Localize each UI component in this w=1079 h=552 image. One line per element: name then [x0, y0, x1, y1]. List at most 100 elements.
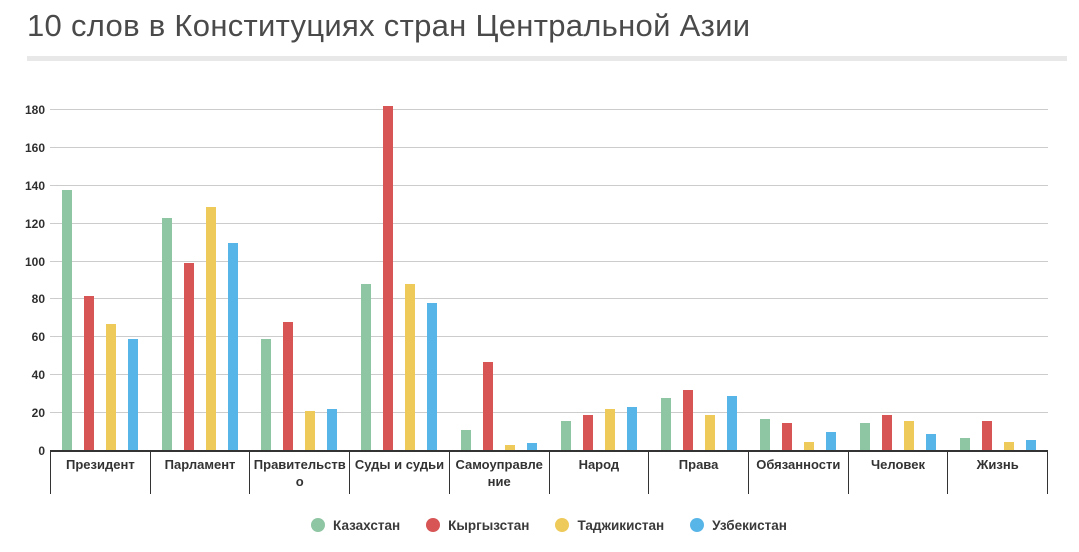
bar-Таджикистан-Самоуправление	[505, 445, 516, 451]
y-tick-label-180: 180	[24, 102, 45, 117]
bar-group-3	[250, 91, 350, 451]
bar-groups	[50, 91, 1048, 451]
gridline-20	[50, 412, 1048, 414]
bar-Таджикистан-Правительство	[305, 411, 316, 451]
bar-group-9	[848, 91, 948, 451]
title-divider	[27, 56, 1067, 61]
category-cell-1: Президент	[50, 452, 150, 494]
category-label: Человек	[871, 457, 925, 472]
legend-item-Казахстан: Казахстан	[311, 518, 400, 533]
bar-Узбекистан-Суды и судьи	[427, 303, 438, 451]
category-label: Самоуправление	[455, 457, 543, 489]
category-label: Президент	[66, 457, 135, 472]
bar-group-4	[349, 91, 449, 451]
legend-item-Кыргызстан: Кыргызстан	[426, 518, 529, 533]
legend-label: Кыргызстан	[448, 517, 530, 533]
bar-group-8	[749, 91, 849, 451]
bar-Таджикистан-Права	[704, 415, 715, 451]
category-label: Обязанности	[756, 457, 841, 472]
bar-Узбекистан-Жизнь	[1026, 440, 1037, 451]
y-axis-tick-labels: 0 20 40 60 80 100 120 140 160 180	[0, 91, 45, 458]
y-tick-label-100: 100	[24, 254, 45, 269]
bar-Узбекистан-Самоуправление	[527, 443, 538, 451]
bar-Кыргызстан-Суды и судьи	[383, 106, 394, 451]
bar-Кыргызстан-Права	[682, 390, 693, 451]
x-axis-line	[50, 450, 1048, 452]
bar-Узбекистан-Обязанности	[826, 432, 837, 451]
y-tick-label-140: 140	[24, 178, 45, 193]
bar-Узбекистан-Человек	[926, 434, 937, 451]
bar-Казахстан-Жизнь	[960, 438, 971, 451]
category-cell-10: Жизнь	[947, 452, 1047, 494]
bar-Казахстан-Парламент	[161, 218, 172, 451]
bar-Кыргызстан-Президент	[83, 296, 94, 451]
gridline-80	[50, 298, 1048, 300]
y-tick-label-80: 80	[31, 292, 45, 307]
legend-label: Казахстан	[333, 517, 401, 533]
category-label: Правительство	[253, 457, 346, 489]
plot-area	[50, 91, 1048, 452]
legend: Казахстан Кыргызстан Таджикистан Узбекистан	[50, 512, 1048, 538]
bar-Кыргызстан-Обязанности	[782, 423, 793, 451]
bar-group-7	[649, 91, 749, 451]
gridline-180	[50, 108, 1048, 110]
bar-Казахстан-Права	[660, 398, 671, 451]
bar-Кыргызстан-Парламент	[183, 263, 194, 451]
category-label: Жизнь	[976, 457, 1019, 472]
bar-Узбекистан-Президент	[127, 339, 138, 451]
bar-Кыргызстан-Народ	[582, 415, 593, 451]
legend-swatch-icon	[690, 518, 705, 532]
legend-label: Таджикистан	[577, 517, 665, 533]
legend-item-Таджикистан: Таджикистан	[555, 518, 664, 533]
category-cell-2: Парламент	[149, 452, 250, 494]
y-tick-label-0: 0	[38, 444, 45, 458]
y-tick-label-60: 60	[31, 330, 45, 345]
chart-title: 10 слов в Конституциях стран Центральной…	[27, 8, 751, 43]
bar-group-10	[948, 91, 1048, 451]
bar-Узбекистан-Правительство	[327, 409, 338, 451]
category-label: Парламент	[164, 457, 236, 472]
bar-group-5	[449, 91, 549, 451]
bar-Казахстан-Человек	[860, 423, 871, 451]
category-cell-5: Самоуправление	[448, 452, 549, 494]
bar-Кыргызстан-Самоуправление	[483, 362, 494, 451]
gridline-160	[50, 146, 1048, 148]
bar-Таджикистан-Человек	[904, 421, 915, 451]
bar-Таджикистан-Обязанности	[804, 442, 815, 451]
category-cell-6: Народ	[548, 452, 649, 494]
legend-swatch-icon	[555, 518, 570, 532]
category-cell-7: Права	[648, 452, 748, 494]
legend-item-Узбекистан: Узбекистан	[690, 518, 787, 533]
bar-Казахстан-Народ	[560, 421, 571, 451]
gridline-40	[50, 374, 1048, 376]
category-cell-4: Суды и судьи	[349, 452, 449, 494]
legend-swatch-icon	[311, 518, 326, 532]
bar-Узбекистан-Права	[726, 396, 737, 451]
bar-group-2	[150, 91, 250, 451]
category-cell-3: Правительство	[249, 452, 349, 494]
y-tick-label-160: 160	[24, 140, 45, 155]
bar-Таджикистан-Народ	[604, 409, 615, 451]
bar-Кыргызстан-Жизнь	[982, 421, 993, 451]
y-tick-label-40: 40	[31, 368, 45, 383]
gridline-60	[50, 336, 1048, 338]
bar-group-6	[549, 91, 649, 451]
bar-Казахстан-Суды и судьи	[361, 284, 372, 451]
category-axis: Президент Парламент Правительство Суды и су…	[50, 452, 1048, 494]
bar-Таджикистан-Парламент	[205, 207, 216, 451]
category-cell-8: Обязанности	[747, 452, 848, 494]
y-tick-label-20: 20	[31, 406, 45, 421]
bar-Казахстан-Правительство	[261, 339, 272, 451]
bar-Кыргызстан-Правительство	[283, 322, 294, 451]
category-cell-9: Человек	[847, 452, 948, 494]
y-tick-label-120: 120	[24, 216, 45, 231]
bar-Казахстан-Самоуправление	[461, 430, 472, 451]
bar-Узбекистан-Народ	[626, 407, 637, 451]
gridline-120	[50, 222, 1048, 224]
legend-swatch-icon	[426, 518, 441, 532]
bar-group-1	[50, 91, 150, 451]
gridline-140	[50, 184, 1048, 186]
legend-label: Узбекистан	[712, 517, 787, 533]
bar-Казахстан-Президент	[61, 190, 72, 451]
gridline-100	[50, 260, 1048, 262]
